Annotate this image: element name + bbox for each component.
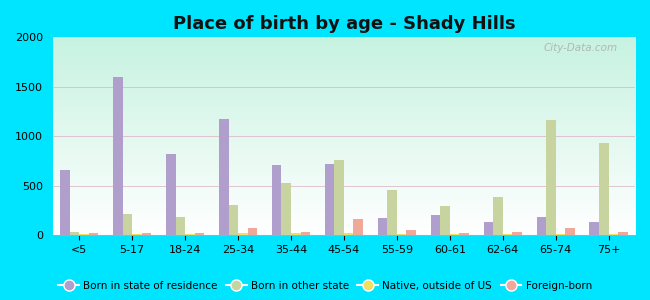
Bar <box>113 77 123 235</box>
Bar <box>618 232 628 235</box>
Bar <box>387 190 397 235</box>
Bar <box>565 228 575 235</box>
Text: City-Data.com: City-Data.com <box>543 43 618 53</box>
Bar <box>440 206 450 235</box>
Bar <box>556 234 565 235</box>
Bar <box>484 222 493 235</box>
Bar <box>142 233 151 235</box>
Bar <box>176 217 185 235</box>
Bar <box>166 154 176 235</box>
Bar <box>79 234 89 235</box>
Bar <box>546 121 556 235</box>
Bar <box>219 119 229 235</box>
Bar <box>185 234 195 235</box>
Bar <box>450 234 460 235</box>
Bar <box>60 170 70 235</box>
Bar <box>493 197 502 235</box>
Title: Place of birth by age - Shady Hills: Place of birth by age - Shady Hills <box>173 15 515 33</box>
Bar <box>281 183 291 235</box>
Bar <box>325 164 334 235</box>
Bar <box>502 234 512 235</box>
Bar <box>397 234 406 235</box>
Bar <box>431 215 440 235</box>
Bar <box>334 160 344 235</box>
Bar <box>599 143 608 235</box>
Legend: Born in state of residence, Born in other state, Native, outside of US, Foreign-: Born in state of residence, Born in othe… <box>54 277 596 295</box>
Bar <box>460 233 469 235</box>
Bar <box>195 233 204 235</box>
Bar <box>132 234 142 235</box>
Bar <box>123 214 132 235</box>
Bar <box>536 217 546 235</box>
Bar <box>70 232 79 235</box>
Bar <box>89 233 98 235</box>
Bar <box>406 230 416 235</box>
Bar <box>229 205 238 235</box>
Bar <box>248 228 257 235</box>
Bar <box>291 233 300 235</box>
Bar <box>608 234 618 235</box>
Bar <box>272 165 281 235</box>
Bar <box>238 233 248 235</box>
Bar <box>512 232 522 235</box>
Bar <box>378 218 387 235</box>
Bar <box>300 232 310 235</box>
Bar <box>344 233 354 235</box>
Bar <box>590 222 599 235</box>
Bar <box>354 219 363 235</box>
